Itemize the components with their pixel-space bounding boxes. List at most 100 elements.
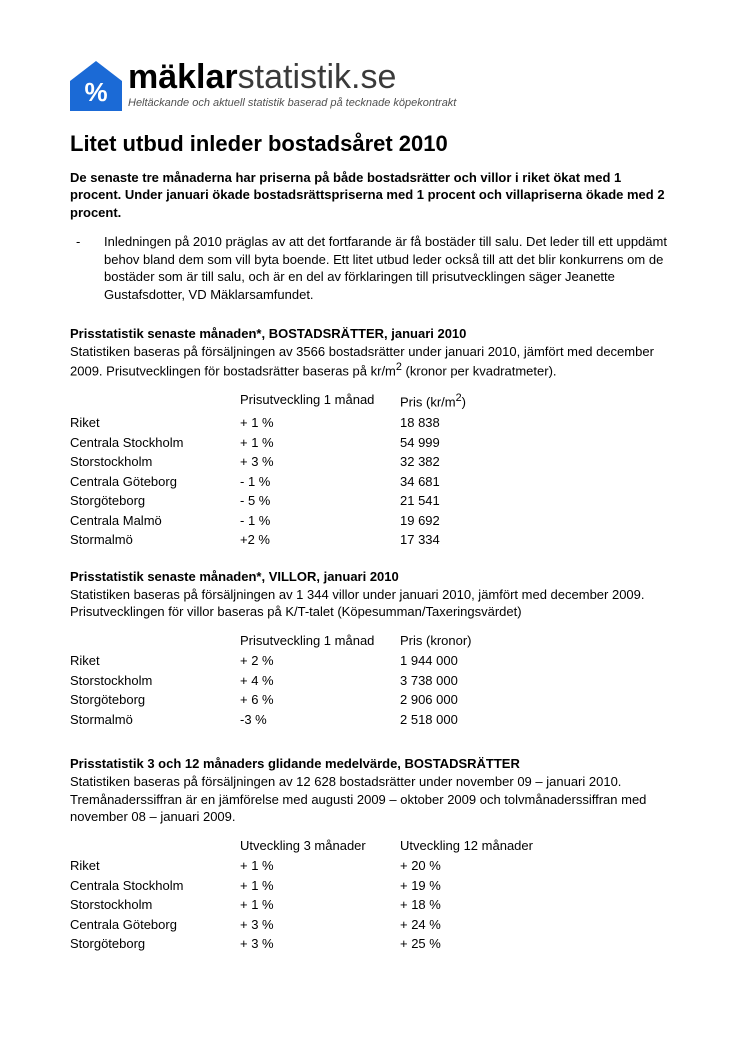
region-cell: Storstockholm	[70, 895, 240, 915]
logo-text: mäklarstatistik.se	[128, 60, 456, 94]
table-row: Centrala Göteborg- 1 %34 681	[70, 472, 550, 492]
quote-block: -Inledningen på 2010 präglas av att det …	[70, 233, 676, 303]
price-cell: 2 518 000	[400, 710, 550, 730]
dev12-cell: + 18 %	[400, 895, 560, 915]
region-cell: Storgöteborg	[70, 491, 240, 511]
table1-desc-line2: (kronor per kvadratmeter).	[402, 364, 557, 379]
table2-header-row: Prisutveckling 1 månad Pris (kronor)	[70, 631, 550, 652]
region-cell: Storgöteborg	[70, 690, 240, 710]
change-cell: - 1 %	[240, 511, 400, 531]
region-cell: Storstockholm	[70, 452, 240, 472]
region-cell: Riket	[70, 413, 240, 433]
dev3-cell: + 1 %	[240, 895, 400, 915]
table-row: Storgöteborg+ 3 %+ 25 %	[70, 934, 560, 954]
quote-text: Inledningen på 2010 präglas av att det f…	[104, 234, 667, 302]
logo-text-bold: mäklar	[128, 58, 238, 96]
region-cell: Centrala Stockholm	[70, 433, 240, 453]
dev3-cell: + 1 %	[240, 856, 400, 876]
region-cell: Riket	[70, 856, 240, 876]
table3-heading: Prisstatistik 3 och 12 månaders glidande…	[70, 755, 676, 773]
table-row: Storgöteborg+ 6 %2 906 000	[70, 690, 550, 710]
table1-desc-line1: Statistiken baseras på försäljningen av …	[70, 344, 654, 379]
table-row: Riket+ 2 %1 944 000	[70, 651, 550, 671]
region-cell: Centrala Malmö	[70, 511, 240, 531]
region-cell: Storgöteborg	[70, 934, 240, 954]
price-cell: 34 681	[400, 472, 550, 492]
svg-text:%: %	[84, 77, 107, 107]
dev3-cell: + 3 %	[240, 915, 400, 935]
dev3-cell: + 3 %	[240, 934, 400, 954]
change-cell: -3 %	[240, 710, 400, 730]
table-row: Stormalmö-3 %2 518 000	[70, 710, 550, 730]
region-cell: Riket	[70, 651, 240, 671]
logo-tagline: Heltäckande och aktuell statistik basera…	[128, 96, 456, 111]
region-cell: Centrala Göteborg	[70, 915, 240, 935]
region-cell: Stormalmö	[70, 710, 240, 730]
price-cell: 17 334	[400, 530, 550, 550]
table-row: Storstockholm+ 4 %3 738 000	[70, 671, 550, 691]
price-cell: 19 692	[400, 511, 550, 531]
change-cell: + 6 %	[240, 690, 400, 710]
table3-desc: Statistiken baseras på försäljningen av …	[70, 773, 676, 826]
price-cell: 21 541	[400, 491, 550, 511]
table-row: Storstockholm+ 3 %32 382	[70, 452, 550, 472]
change-cell: + 4 %	[240, 671, 400, 691]
table-row: Stormalmö+2 %17 334	[70, 530, 550, 550]
table2-desc: Statistiken baseras på försäljningen av …	[70, 586, 676, 621]
region-cell: Storstockholm	[70, 671, 240, 691]
table-row: Riket+ 1 %18 838	[70, 413, 550, 433]
dev12-cell: + 24 %	[400, 915, 560, 935]
price-cell: 3 738 000	[400, 671, 550, 691]
change-cell: + 2 %	[240, 651, 400, 671]
price-cell: 1 944 000	[400, 651, 550, 671]
change-cell: + 1 %	[240, 413, 400, 433]
table-row: Centrala Stockholm+ 1 %+ 19 %	[70, 876, 560, 896]
logo-text-light: statistik	[238, 58, 351, 96]
dev3-cell: + 1 %	[240, 876, 400, 896]
table1-desc: Statistiken baseras på försäljningen av …	[70, 343, 676, 380]
table1-header-row: Prisutveckling 1 månad Pris (kr/m2)	[70, 390, 550, 413]
table2-heading: Prisstatistik senaste månaden*, VILLOR, …	[70, 568, 676, 586]
table2: Prisutveckling 1 månad Pris (kronor) Rik…	[70, 631, 550, 730]
region-cell: Stormalmö	[70, 530, 240, 550]
table1-col-price-pre: Pris (kr/m	[400, 395, 456, 410]
table3-header-row: Utveckling 3 månader Utveckling 12 månad…	[70, 836, 560, 857]
logo-text-suffix: .se	[351, 58, 396, 96]
logo-block: % mäklarstatistik.se Heltäckande och akt…	[70, 60, 676, 111]
table2-col-price: Pris (kronor)	[400, 631, 550, 652]
change-cell: - 1 %	[240, 472, 400, 492]
price-cell: 2 906 000	[400, 690, 550, 710]
logo-house-icon: %	[70, 61, 122, 111]
price-cell: 18 838	[400, 413, 550, 433]
document-page: % mäklarstatistik.se Heltäckande och akt…	[0, 0, 746, 1056]
change-cell: + 1 %	[240, 433, 400, 453]
dev12-cell: + 25 %	[400, 934, 560, 954]
page-title: Litet utbud inleder bostadsåret 2010	[70, 129, 676, 159]
region-cell: Centrala Göteborg	[70, 472, 240, 492]
dev12-cell: + 20 %	[400, 856, 560, 876]
table3-col-dev3: Utveckling 3 månader	[240, 836, 400, 857]
table1-col-price: Pris (kr/m2)	[400, 390, 550, 413]
table2-col-change: Prisutveckling 1 månad	[240, 631, 400, 652]
table1: Prisutveckling 1 månad Pris (kr/m2) Rike…	[70, 390, 550, 550]
table-row: Storgöteborg- 5 %21 541	[70, 491, 550, 511]
table3: Utveckling 3 månader Utveckling 12 månad…	[70, 836, 560, 954]
table1-col-price-post: )	[462, 395, 466, 410]
table1-heading: Prisstatistik senaste månaden*, BOSTADSR…	[70, 325, 676, 343]
table-row: Riket+ 1 %+ 20 %	[70, 856, 560, 876]
bullet-dash-icon: -	[90, 233, 104, 251]
table3-col-dev12: Utveckling 12 månader	[400, 836, 560, 857]
change-cell: +2 %	[240, 530, 400, 550]
price-cell: 32 382	[400, 452, 550, 472]
change-cell: - 5 %	[240, 491, 400, 511]
table-row: Centrala Stockholm+ 1 %54 999	[70, 433, 550, 453]
lead-paragraph: De senaste tre månaderna har priserna på…	[70, 169, 676, 222]
dev12-cell: + 19 %	[400, 876, 560, 896]
region-cell: Centrala Stockholm	[70, 876, 240, 896]
table1-col-change: Prisutveckling 1 månad	[240, 390, 400, 413]
table-row: Storstockholm+ 1 %+ 18 %	[70, 895, 560, 915]
table-row: Centrala Malmö- 1 %19 692	[70, 511, 550, 531]
table-row: Centrala Göteborg+ 3 %+ 24 %	[70, 915, 560, 935]
logo-text-wrap: mäklarstatistik.se Heltäckande och aktue…	[128, 60, 456, 111]
price-cell: 54 999	[400, 433, 550, 453]
